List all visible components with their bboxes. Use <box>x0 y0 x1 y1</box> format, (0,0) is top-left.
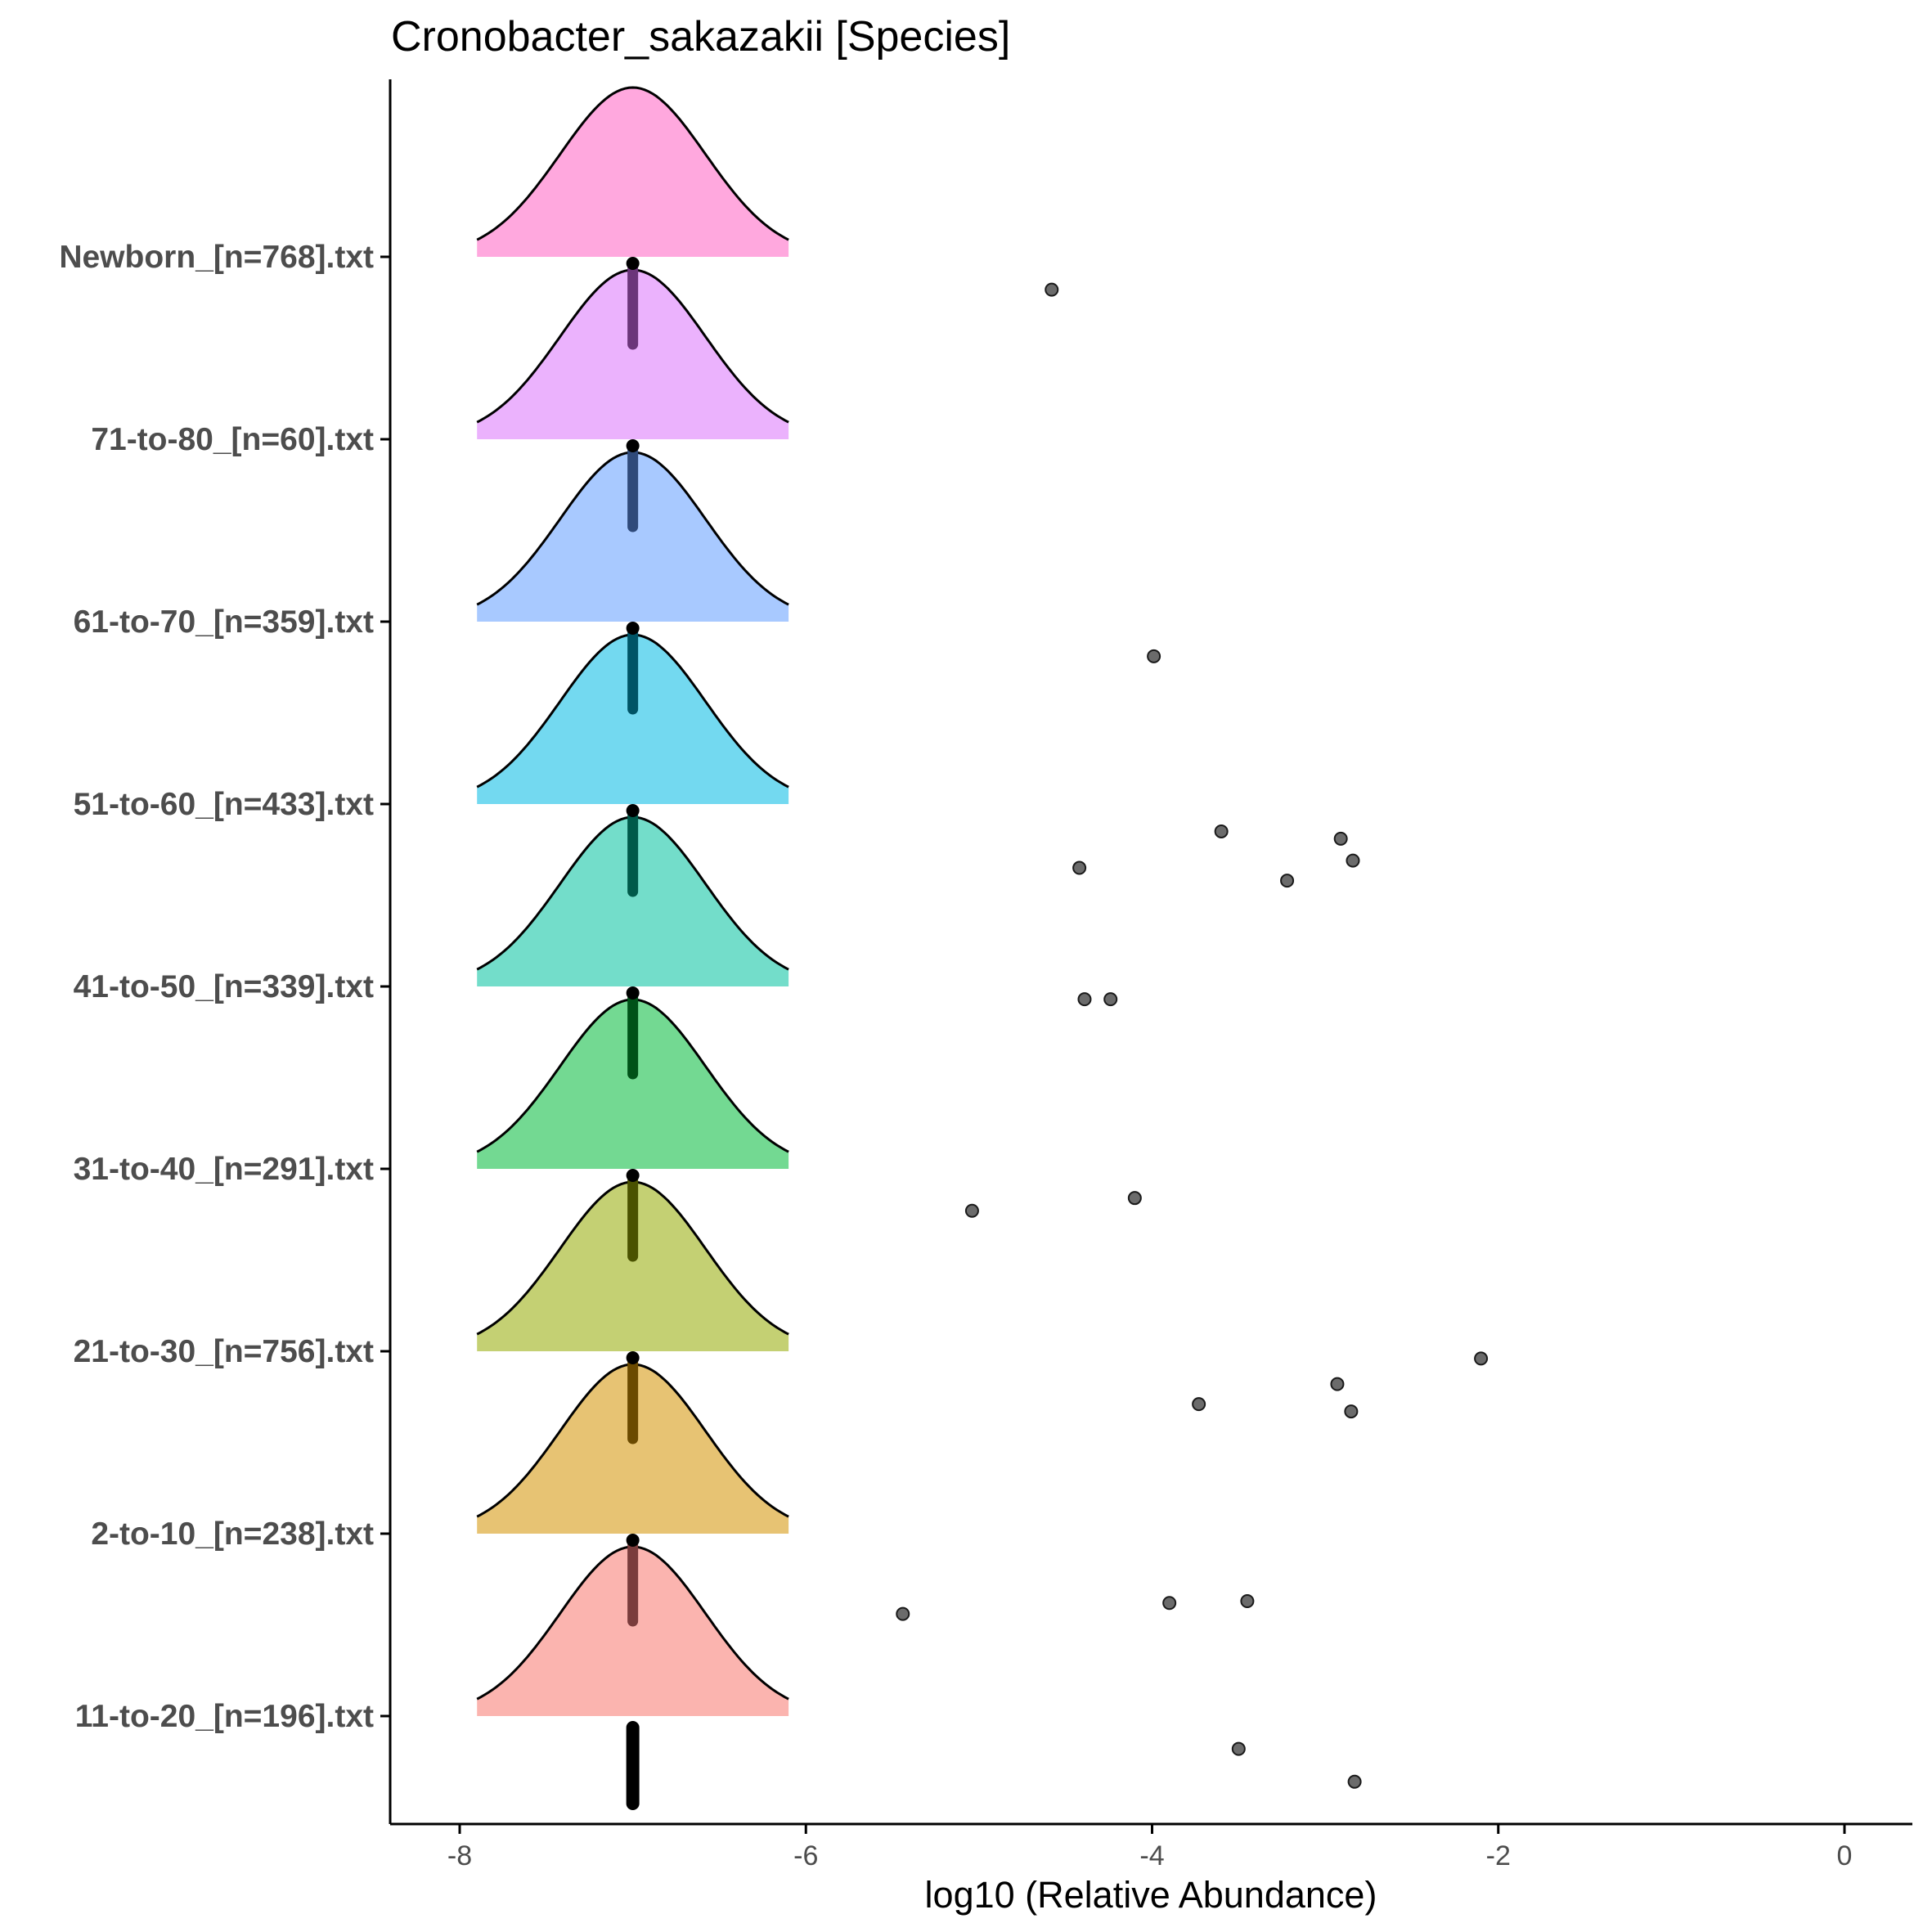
ridge-fill-1 <box>477 1364 789 1534</box>
ridge-fill-5 <box>477 635 789 804</box>
outlier-point <box>1192 1397 1206 1412</box>
outlier-point <box>1162 1596 1177 1611</box>
x-tick-label: -2 <box>1486 1840 1511 1871</box>
x-tick-label: 0 <box>1837 1840 1853 1871</box>
boxplot-whisker-point-3 <box>626 1169 640 1182</box>
outlier-point <box>1077 992 1092 1007</box>
y-tick-label: 21-to-30_[n=756].txt <box>74 1334 374 1369</box>
y-tick-label: Newborn_[n=768].txt <box>59 240 374 275</box>
x-ticks: -8 -6 -4 -2 0 <box>447 1824 1853 1871</box>
boxplot-whisker-point-4 <box>626 986 640 1000</box>
ridge-fill-7 <box>477 270 789 439</box>
x-tick-label: -8 <box>447 1840 472 1871</box>
outlier-point <box>1474 1351 1489 1366</box>
boxplot-whisker-point-5 <box>626 804 640 817</box>
outlier-point <box>1346 853 1360 868</box>
outlier-point <box>896 1606 910 1621</box>
ridge-fill-8 <box>477 88 789 257</box>
outlier-point <box>964 1203 979 1218</box>
outlier-point <box>1347 1774 1362 1789</box>
outlier-point <box>1214 824 1229 838</box>
boxplot-lines <box>626 257 640 1810</box>
outlier-point <box>1045 282 1059 297</box>
boxplot-whisker-point-1 <box>626 1534 640 1547</box>
chart-title: Cronobacter_sakazakii [Species] <box>391 13 1010 61</box>
y-tick-label: 71-to-80_[n=60].txt <box>91 422 374 457</box>
ridge-fill-3 <box>477 1000 789 1169</box>
ridge-fill-4 <box>477 817 789 986</box>
boxplot-whisker-point-8 <box>626 257 640 270</box>
outlier-point <box>1240 1594 1255 1609</box>
ridge-fill-2 <box>477 1182 789 1351</box>
outlier-point <box>1330 1377 1345 1391</box>
y-tick-label: 41-to-50_[n=339].txt <box>74 969 374 1004</box>
x-tick-label: -6 <box>793 1840 818 1871</box>
boxplot-whisker-point-2 <box>626 1351 640 1364</box>
x-tick-label: -4 <box>1139 1840 1164 1871</box>
y-ticks: 11-to-20_[n=196].txt 2-to-10_[n=238].txt 2… <box>59 240 390 1734</box>
outlier-points <box>896 282 1489 1789</box>
outlier-point <box>1072 860 1087 875</box>
boxplot-whisker-point-6 <box>626 622 640 635</box>
outlier-point <box>1344 1404 1359 1419</box>
y-tick-label: 11-to-20_[n=196].txt <box>75 1699 374 1734</box>
x-axis-title: log10 (Relative Abundance) <box>925 1874 1377 1916</box>
ridge-fill-6 <box>477 452 789 622</box>
outlier-point <box>1127 1191 1142 1206</box>
ridge-fill-0 <box>477 1547 789 1716</box>
y-tick-label: 51-to-60_[n=433].txt <box>74 787 374 822</box>
ridge-outline-8 <box>476 86 789 241</box>
y-tick-label: 61-to-70_[n=359].txt <box>74 604 374 640</box>
y-tick-label: 2-to-10_[n=238].txt <box>91 1516 374 1552</box>
y-tick-label: 31-to-40_[n=291].txt <box>74 1152 374 1187</box>
outlier-point <box>1231 1741 1246 1756</box>
outlier-point <box>1333 831 1348 846</box>
boxplot-whisker-point-7 <box>626 439 640 452</box>
outlier-point <box>1147 649 1161 663</box>
density-ridges <box>476 86 789 1716</box>
outlier-point <box>1103 992 1118 1007</box>
outlier-point <box>1280 874 1295 888</box>
